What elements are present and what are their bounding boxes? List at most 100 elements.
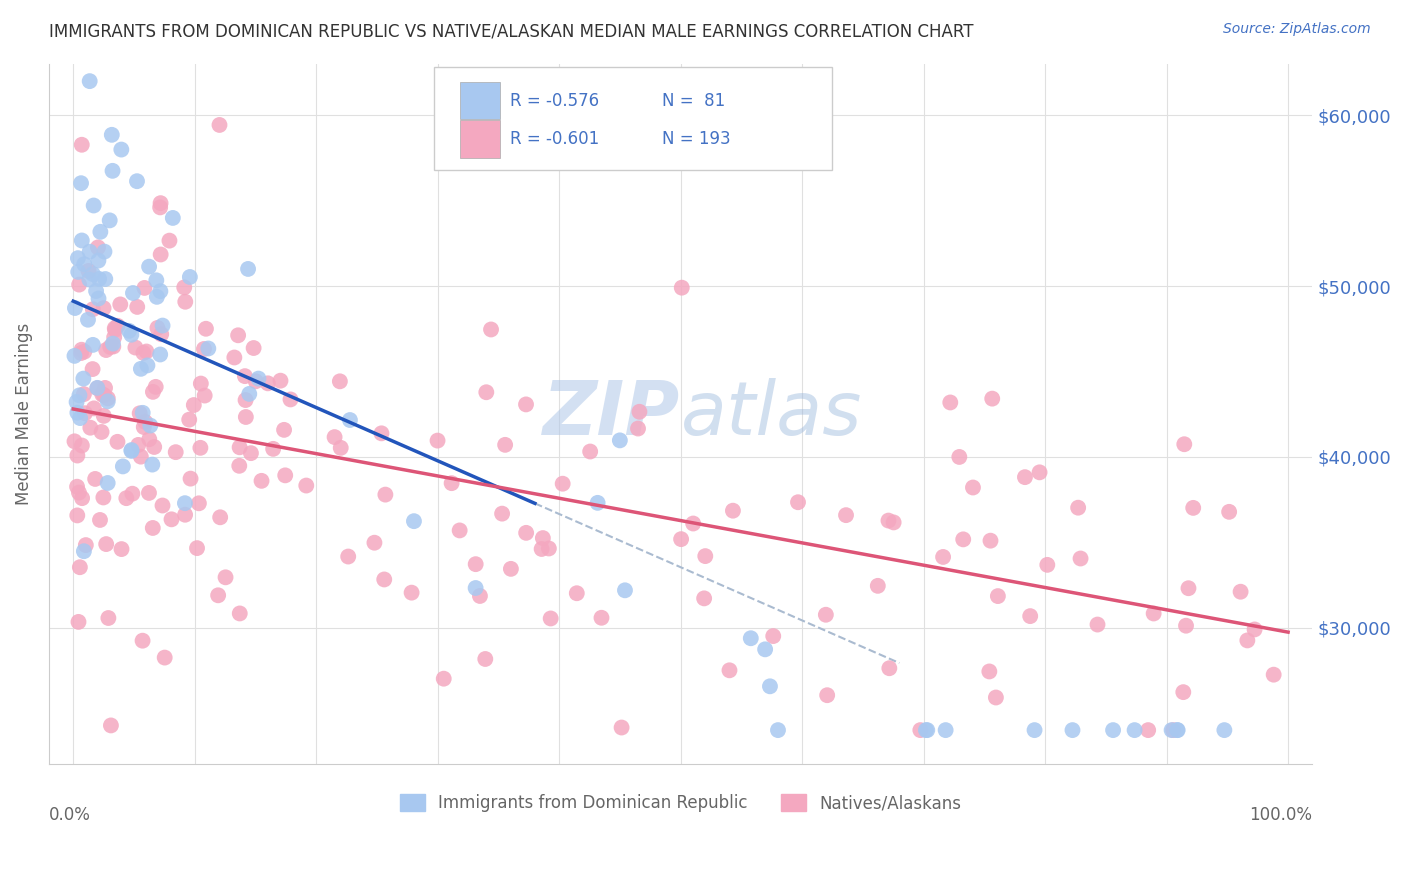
Point <box>101 128 124 142</box>
Point <box>72 371 94 385</box>
Point <box>440 476 463 491</box>
Point <box>591 611 613 625</box>
Point <box>1070 551 1092 566</box>
Point <box>1175 618 1198 632</box>
Point <box>138 486 160 500</box>
Point <box>787 495 810 509</box>
FancyBboxPatch shape <box>460 120 501 158</box>
Point <box>984 690 1007 705</box>
Point <box>79 272 101 286</box>
Point <box>1137 723 1160 738</box>
Point <box>866 579 889 593</box>
Point <box>75 538 97 552</box>
Point <box>73 257 96 271</box>
Point <box>134 415 156 429</box>
Point <box>97 392 120 406</box>
Point <box>402 514 425 528</box>
Point <box>475 385 498 400</box>
Point <box>1166 723 1188 738</box>
Point <box>718 663 741 677</box>
Point <box>79 420 101 434</box>
Point <box>910 723 932 738</box>
Point <box>131 406 153 420</box>
Point <box>70 176 93 190</box>
Point <box>373 573 395 587</box>
Point <box>146 321 169 335</box>
Point <box>93 301 115 316</box>
Point <box>1160 723 1182 738</box>
Point <box>67 277 90 292</box>
Point <box>193 342 215 356</box>
Point <box>131 633 153 648</box>
Point <box>762 629 785 643</box>
Point <box>1024 723 1046 738</box>
Point <box>979 533 1001 548</box>
Point <box>103 330 125 344</box>
Point <box>66 508 89 523</box>
Point <box>165 445 187 459</box>
Point <box>94 343 117 357</box>
Point <box>209 510 232 524</box>
Point <box>149 284 172 298</box>
Point <box>537 541 560 556</box>
Point <box>565 586 588 600</box>
Point <box>932 549 955 564</box>
Point <box>682 516 704 531</box>
Point <box>149 347 172 361</box>
Point <box>247 371 270 385</box>
Point <box>89 225 111 239</box>
Point <box>132 420 155 434</box>
Point <box>766 723 789 738</box>
Point <box>89 513 111 527</box>
Point <box>138 432 160 446</box>
Point <box>122 285 145 300</box>
Point <box>669 532 692 546</box>
Point <box>110 297 132 311</box>
Point <box>128 406 150 420</box>
Point <box>1177 581 1199 595</box>
Point <box>94 272 117 286</box>
Point <box>433 672 456 686</box>
Point <box>127 438 149 452</box>
Point <box>139 418 162 433</box>
Point <box>449 524 471 538</box>
Point <box>194 388 217 402</box>
Point <box>236 262 259 277</box>
Point <box>82 302 104 317</box>
Point <box>90 425 112 439</box>
Point <box>174 496 197 510</box>
Point <box>531 531 554 545</box>
Point <box>187 496 209 510</box>
Point <box>238 387 260 401</box>
Point <box>73 406 96 420</box>
Point <box>814 607 837 622</box>
Text: 0.0%: 0.0% <box>49 806 91 824</box>
Point <box>491 507 513 521</box>
Point <box>877 514 900 528</box>
Point <box>129 361 152 376</box>
Point <box>69 411 91 425</box>
Point <box>104 323 127 337</box>
Point <box>695 549 717 563</box>
Point <box>73 387 96 401</box>
Point <box>370 426 392 441</box>
Point <box>125 174 148 188</box>
Point <box>229 607 252 621</box>
Point <box>1102 723 1125 738</box>
Point <box>141 458 163 472</box>
Point <box>374 487 396 501</box>
Text: IMMIGRANTS FROM DOMINICAN REPUBLIC VS NATIVE/ALASKAN MEDIAN MALE EARNINGS CORREL: IMMIGRANTS FROM DOMINICAN REPUBLIC VS NA… <box>49 22 974 40</box>
Point <box>740 632 762 646</box>
Point <box>610 721 633 735</box>
Point <box>103 339 125 353</box>
Point <box>79 244 101 259</box>
Point <box>118 324 141 338</box>
Point <box>121 443 143 458</box>
Point <box>952 533 974 547</box>
Point <box>190 441 212 455</box>
Point <box>1019 609 1042 624</box>
Point <box>239 446 262 460</box>
Point <box>721 504 744 518</box>
Point <box>153 650 176 665</box>
Point <box>160 512 183 526</box>
